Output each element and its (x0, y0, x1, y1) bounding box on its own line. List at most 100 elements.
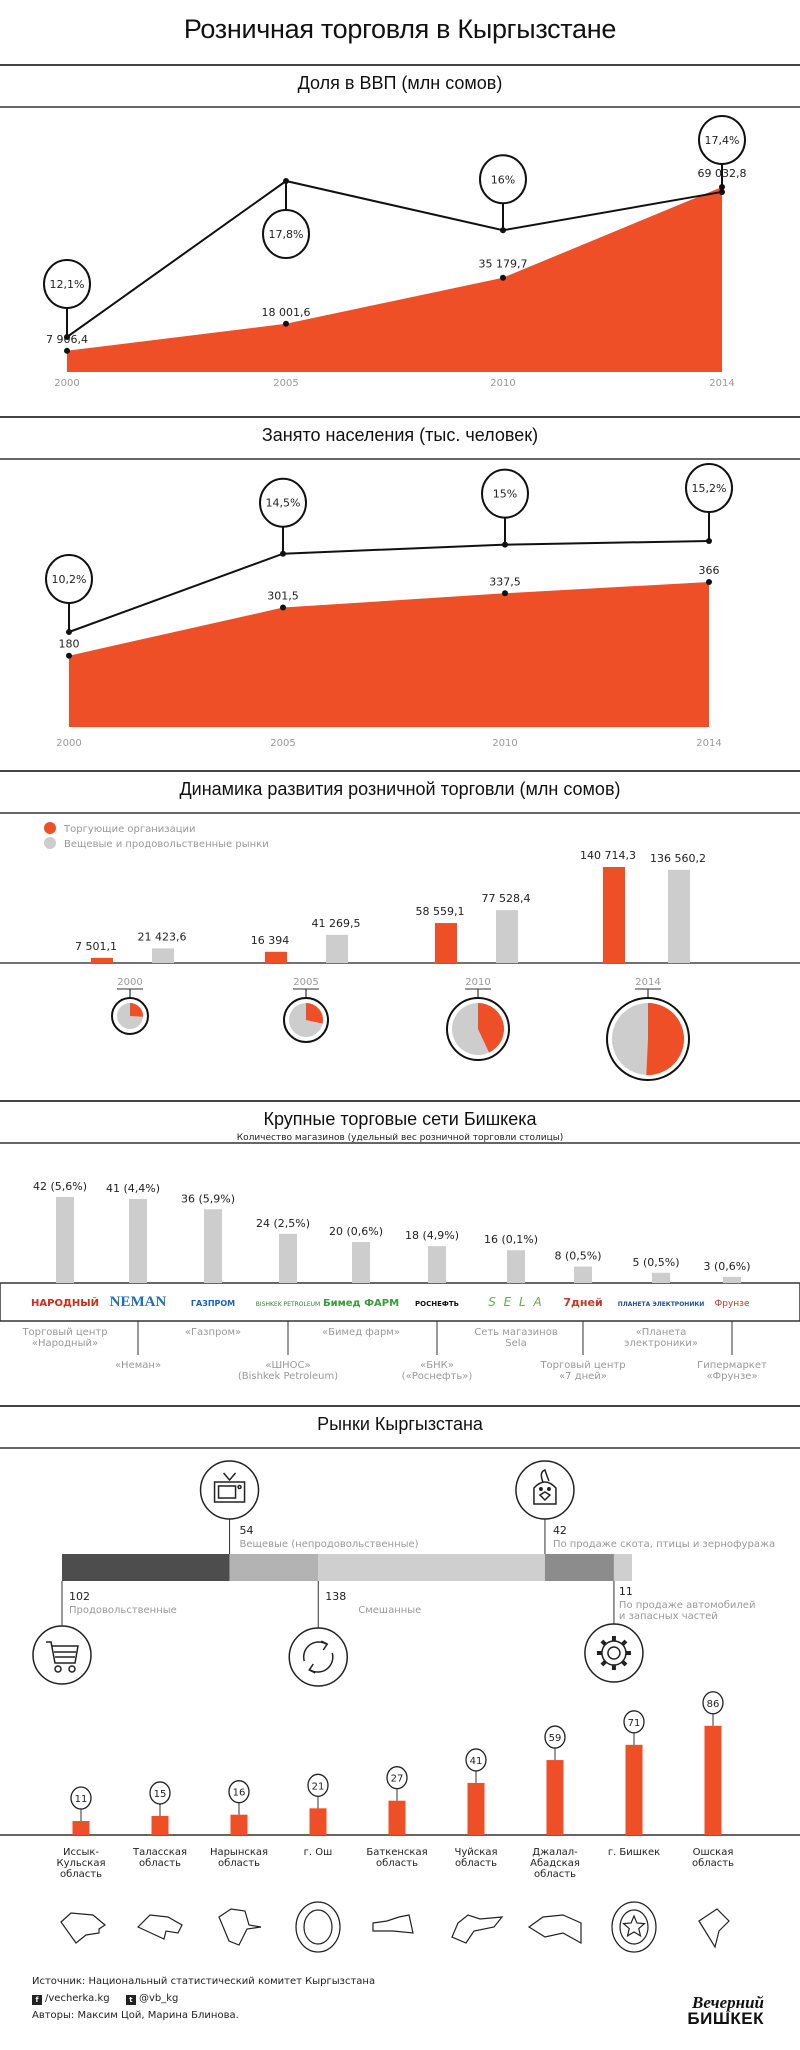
market-segment (62, 1554, 230, 1581)
star-icon (622, 1914, 646, 1938)
chain-name: «ШНОС» (265, 1360, 310, 1371)
recycle-arc (309, 1652, 334, 1673)
share-bubble (262, 209, 310, 259)
year-label: 2010 (465, 977, 490, 988)
logo-line-2: БИШКЕК (687, 2009, 764, 2028)
chain-bar (507, 1250, 525, 1283)
area-point (64, 347, 70, 354)
area-point (283, 320, 289, 327)
chain-logo: BISHKEK PETROLEUM (256, 1301, 320, 1308)
region-bubble (465, 1748, 487, 1772)
bishkek-city-emblem-icon (611, 1901, 657, 1953)
chain-logo: 7дней (563, 1296, 602, 1309)
region-bar (625, 1744, 643, 1835)
region-bubble (149, 1781, 171, 1805)
region-bubble (386, 1766, 408, 1790)
chain-name: Sela (505, 1338, 526, 1349)
chain-logo: ПЛАНЕТА ЭЛЕКТРОНИКИ (618, 1301, 705, 1308)
recycle-arrow (308, 1663, 316, 1674)
region-name: Таласская (132, 1847, 187, 1858)
share-label: 16% (491, 173, 515, 186)
markets-chart: 102 Продовольственные 54 Вещевые (непродово… (32, 1460, 775, 1687)
chain-name: Сеть магазинов (474, 1327, 558, 1338)
chain-bar-label: 20 (0,6%) (329, 1225, 383, 1238)
chain-name: «Бимед фарм» (322, 1327, 400, 1338)
area-point (66, 652, 72, 659)
cart-body (46, 1641, 79, 1664)
chicken-icon-circle (515, 1460, 575, 1520)
region-name: область (376, 1858, 418, 1869)
source-text: Источник: Национальный статистический ко… (32, 1976, 376, 1987)
share-bubble (698, 114, 746, 165)
bar-markets (496, 910, 518, 963)
region-name: Джалал- (532, 1847, 578, 1858)
chicken-comb (540, 1469, 550, 1483)
region-name: Кульская (57, 1858, 106, 1869)
region-map-icon (698, 1908, 730, 1949)
region-bubble (70, 1786, 92, 1810)
facebook-icon: f (32, 1995, 42, 2005)
market-count: 138 (325, 1590, 346, 1603)
chain-name: «7 дней» (559, 1371, 607, 1382)
logo-band (0, 1282, 800, 1322)
recycle-icon (302, 1640, 334, 1674)
region-map-icon (527, 1914, 582, 1945)
region-value-label: 59 (549, 1733, 562, 1744)
pie-slice-orgs (130, 1003, 143, 1017)
tv-icon-circle (199, 1460, 260, 1520)
area-point (500, 274, 506, 281)
region-value-label: 16 (233, 1788, 246, 1799)
region-bubble (307, 1773, 329, 1797)
chain-logo: РОСНЕФТЬ (415, 1300, 459, 1308)
share-line (66, 179, 723, 338)
chain-name: «БНК» (420, 1360, 454, 1371)
bar-orgs (265, 951, 287, 963)
bar-markets (326, 934, 348, 963)
line-point (66, 629, 72, 635)
cart-wheel (54, 1665, 62, 1673)
vecherniy-bishkek-logo: Вечерний БИШКЕК (687, 1994, 764, 2028)
chain-name: «Планета (636, 1327, 687, 1338)
region-value-label: 15 (154, 1789, 167, 1800)
line-point (500, 227, 506, 234)
share-bubble (479, 154, 527, 205)
line-point (706, 538, 712, 544)
region-bubble (702, 1691, 724, 1715)
section-title-markets: Рынки Кыргызстана (317, 1414, 483, 1434)
share-bubble (45, 554, 93, 604)
year-tick-label: 2010 (492, 738, 517, 749)
chain-bar-label: 18 (4,9%) (405, 1229, 459, 1242)
bar-label-markets: 21 423,6 (138, 930, 187, 943)
market-segment (613, 1554, 632, 1581)
region-name: Нарынская (210, 1847, 268, 1858)
chain-bar-label: 3 (0,6%) (703, 1260, 750, 1273)
bar-label-markets: 41 269,5 (312, 917, 361, 930)
line-point (283, 178, 289, 184)
year-tick-label: 2014 (696, 738, 721, 749)
market-type-label: По продаже скота, птицы и зернофуража (553, 1539, 775, 1550)
bar-markets (668, 869, 690, 963)
facebook-link[interactable]: /vecherka.kg (45, 1993, 110, 2004)
chain-bar (129, 1199, 147, 1283)
market-segment (229, 1554, 319, 1581)
region-map-icon (372, 1914, 414, 1934)
bar-orgs (603, 867, 625, 963)
osh-city-emblem-icon (295, 1901, 341, 1953)
bar-markets (152, 948, 174, 963)
legend-label-orgs: Торгующие организации (63, 824, 196, 835)
section-header-markets (0, 1405, 800, 1449)
region-bar (151, 1815, 169, 1835)
gear-tooth (621, 1639, 628, 1646)
chain-bar-label: 24 (2,5%) (256, 1217, 310, 1230)
share-label: 17,8% (269, 228, 304, 241)
cart-wheel (68, 1665, 76, 1673)
area-value-label: 35 179,7 (479, 258, 528, 271)
twitter-link[interactable]: @vb_kg (138, 1993, 179, 2004)
bar-label-orgs: 140 714,3 (580, 849, 636, 862)
emblem-inner-ring (619, 1909, 649, 1945)
market-count: 102 (69, 1590, 90, 1603)
legend-marker-orgs (44, 822, 56, 834)
line-point (719, 188, 725, 195)
line-point (280, 550, 286, 557)
chain-logo: НАРОДНЫЙ (31, 1296, 99, 1309)
